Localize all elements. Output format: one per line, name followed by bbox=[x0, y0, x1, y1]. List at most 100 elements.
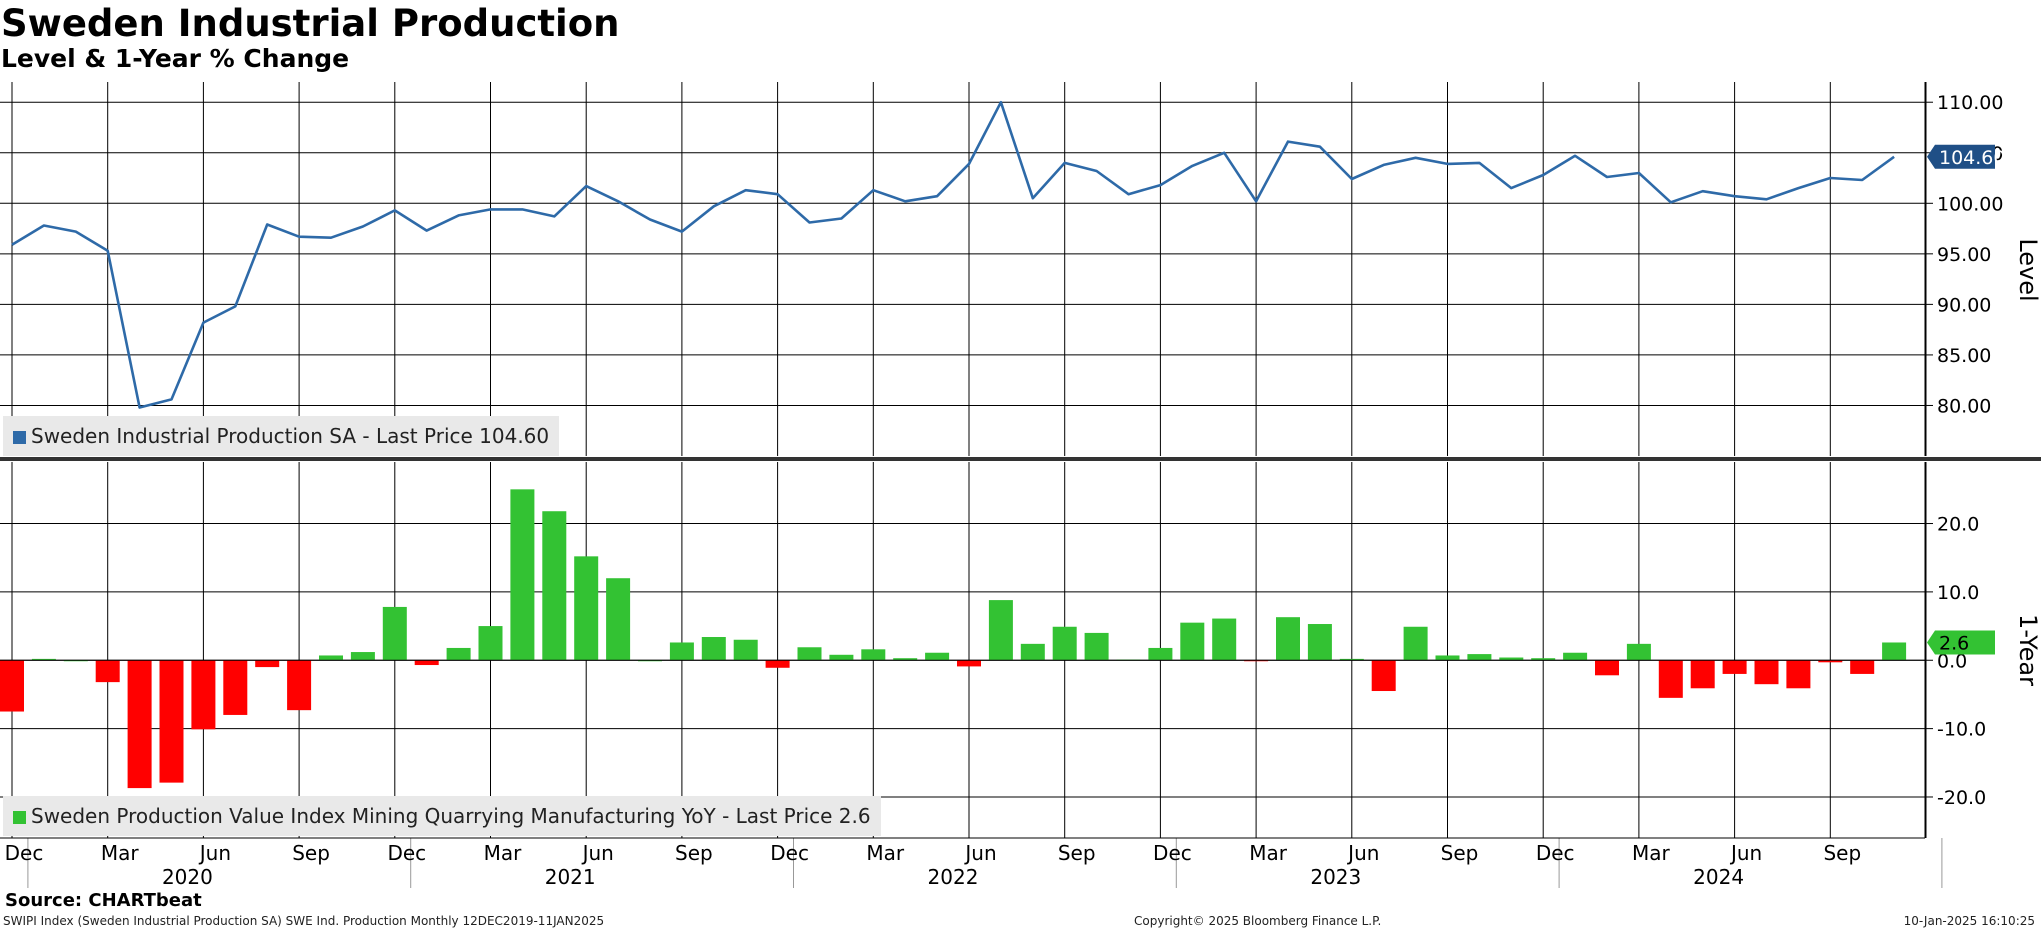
yoy-bar bbox=[1658, 660, 1683, 698]
yoy-bar bbox=[255, 660, 280, 668]
yoy-bar bbox=[861, 649, 886, 661]
yoy-bar bbox=[1626, 643, 1651, 661]
legend-level: Sweden Industrial Production SA - Last P… bbox=[3, 416, 560, 456]
yoy-bar bbox=[1435, 655, 1460, 661]
yoy-bar bbox=[1563, 652, 1588, 661]
yoy-bar bbox=[765, 660, 790, 668]
yoy-bar bbox=[669, 642, 694, 661]
yoy-bar bbox=[382, 606, 407, 661]
footer-copyright: Copyright© 2025 Bloomberg Finance L.P. bbox=[1134, 914, 1382, 928]
last-yoy-tag-label: 2.6 bbox=[1939, 632, 1969, 654]
y-tick-label: 95.00 bbox=[1937, 244, 1991, 266]
yoy-bar bbox=[1180, 622, 1205, 661]
x-tick-label: Jun bbox=[198, 841, 231, 865]
yoy-bar bbox=[1499, 657, 1524, 661]
x-year-label: 2020 bbox=[162, 865, 213, 889]
x-tick-label: Dec bbox=[1536, 841, 1575, 865]
yoy-bar bbox=[510, 489, 535, 661]
x-tick-label: Mar bbox=[1249, 841, 1288, 865]
yoy-bar bbox=[1084, 632, 1109, 661]
x-tick-label: Mar bbox=[866, 841, 905, 865]
yoy-bar bbox=[1371, 660, 1396, 692]
last-price-tag bbox=[1927, 144, 1995, 169]
yoy-bar bbox=[1531, 658, 1556, 661]
yoy-bar bbox=[159, 660, 184, 783]
yoy-bar bbox=[1882, 642, 1907, 661]
yoy-bar bbox=[1276, 617, 1300, 661]
yoy-bar bbox=[31, 658, 56, 661]
legend-yoy-label: Sweden Production Value Index Mining Qua… bbox=[31, 804, 871, 828]
yoy-bar bbox=[1339, 658, 1364, 661]
yoy-bar bbox=[1690, 660, 1715, 689]
legend-yoy: Sweden Production Value Index Mining Qua… bbox=[3, 796, 881, 836]
y-tick-label: 10.0 bbox=[1937, 582, 1979, 604]
y-tick-label: 80.00 bbox=[1937, 395, 1991, 417]
y-tick-label: 90.00 bbox=[1937, 294, 1991, 316]
chart-title: Sweden Industrial Production bbox=[1, 2, 620, 45]
x-tick-label: Dec bbox=[387, 841, 426, 865]
yoy-bar bbox=[127, 660, 152, 789]
x-tick-label: Jun bbox=[1729, 841, 1762, 865]
yoy-bar bbox=[542, 511, 567, 661]
yoy-bar bbox=[1722, 660, 1747, 674]
x-tick-label: Mar bbox=[484, 841, 523, 865]
y-axis-title-yoy: 1-Year bbox=[2014, 614, 2041, 686]
x-tick-label: Dec bbox=[5, 841, 44, 865]
x-tick-label: Mar bbox=[101, 841, 140, 865]
x-year-label: 2024 bbox=[1693, 865, 1744, 889]
yoy-bar bbox=[701, 637, 726, 661]
last-price-tag-label: 104.60 bbox=[1939, 147, 2005, 169]
x-year-label: 2023 bbox=[1310, 865, 1361, 889]
yoy-bar bbox=[95, 660, 120, 683]
yoy-bar bbox=[223, 660, 248, 715]
y-tick-label: 85.00 bbox=[1937, 345, 1991, 367]
yoy-bar bbox=[0, 660, 24, 712]
x-tick-label: Jun bbox=[581, 841, 614, 865]
x-tick-label: Jun bbox=[963, 841, 996, 865]
x-tick-label: Sep bbox=[1823, 841, 1861, 865]
yoy-bar bbox=[574, 556, 599, 661]
y-tick-label: -20.0 bbox=[1937, 787, 1986, 809]
yoy-bar bbox=[893, 658, 918, 661]
panel-divider bbox=[0, 457, 2041, 461]
yoy-bar bbox=[1818, 660, 1843, 663]
yoy-bar bbox=[797, 647, 822, 661]
x-tick-label: Jun bbox=[1346, 841, 1379, 865]
yoy-bar bbox=[829, 654, 854, 661]
yoy-bar bbox=[1595, 660, 1619, 676]
x-tick-label: Sep bbox=[1441, 841, 1479, 865]
footer-timestamp: 10-Jan-2025 16:10:25 bbox=[1903, 914, 2035, 928]
y-tick-label: 100.00 bbox=[1937, 193, 2003, 215]
yoy-bar bbox=[1212, 618, 1237, 661]
yoy-bar bbox=[733, 639, 758, 661]
yoy-bar bbox=[1786, 660, 1811, 689]
legend-level-swatch bbox=[13, 431, 26, 444]
legend-yoy-swatch bbox=[13, 811, 26, 824]
last-yoy-tag bbox=[1927, 630, 1995, 655]
y-tick-label: 0.0 bbox=[1937, 650, 1967, 672]
yoy-bar bbox=[1052, 626, 1077, 661]
level-line bbox=[11, 100, 1895, 409]
source-note: Source: CHARTbeat bbox=[5, 890, 202, 911]
yoy-bar bbox=[478, 626, 503, 661]
yoy-bar bbox=[191, 660, 216, 730]
yoy-bar bbox=[1148, 647, 1173, 661]
yoy-bar bbox=[414, 660, 439, 666]
y-tick-label: 110.00 bbox=[1937, 92, 2003, 114]
yoy-bar bbox=[1754, 660, 1779, 685]
y-axis-title-level: Level bbox=[2014, 238, 2041, 301]
yoy-bar bbox=[319, 655, 343, 661]
footer-index-info: SWIPI Index (Sweden Industrial Productio… bbox=[3, 914, 605, 928]
x-tick-label: Sep bbox=[675, 841, 713, 865]
x-tick-label: Sep bbox=[1058, 841, 1096, 865]
x-tick-label: Dec bbox=[1153, 841, 1192, 865]
yoy-bar bbox=[925, 652, 950, 661]
x-tick-label: Sep bbox=[292, 841, 330, 865]
yoy-bar bbox=[287, 660, 312, 711]
yoy-bar bbox=[1020, 643, 1045, 661]
yoy-bar bbox=[957, 660, 981, 667]
yoy-bar bbox=[1850, 660, 1875, 674]
x-year-label: 2021 bbox=[545, 865, 596, 889]
yoy-bar bbox=[606, 578, 631, 661]
y-tick-label: 20.0 bbox=[1937, 514, 1979, 536]
